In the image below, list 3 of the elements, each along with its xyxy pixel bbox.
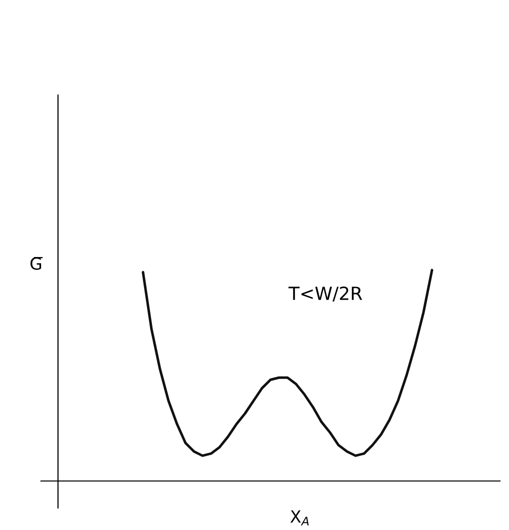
annotation: T<W/2R — [288, 286, 362, 302]
y-axis-title: G̅ — [30, 257, 43, 270]
x-axis-title: X$_{A}$ — [290, 510, 309, 526]
